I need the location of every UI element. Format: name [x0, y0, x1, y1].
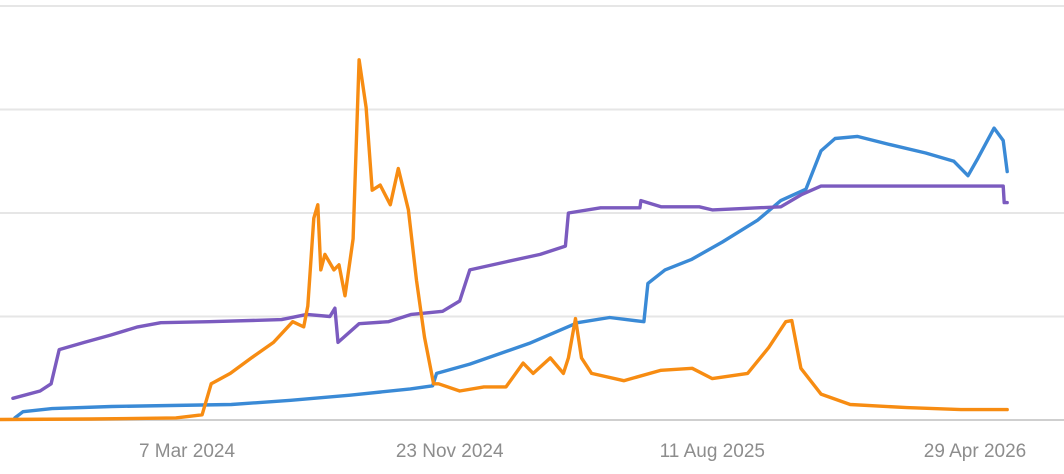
- x-tick-label: 7 Mar 2024: [139, 441, 236, 462]
- x-tick-label: 29 Apr 2026: [924, 441, 1026, 462]
- series-line-1: [13, 126, 1009, 420]
- gridlines: [0, 5, 1064, 421]
- x-tick-label: 11 Aug 2025: [660, 441, 765, 462]
- x-tick-label: 23 Nov 2024: [396, 441, 504, 462]
- series-line-3: [0, 58, 1009, 422]
- series-layer: [0, 58, 1009, 422]
- x-axis-labels: 7 Mar 2024 23 Nov 2024 11 Aug 2025 29 Apr 2…: [139, 441, 1026, 462]
- series-line-2: [11, 184, 1009, 400]
